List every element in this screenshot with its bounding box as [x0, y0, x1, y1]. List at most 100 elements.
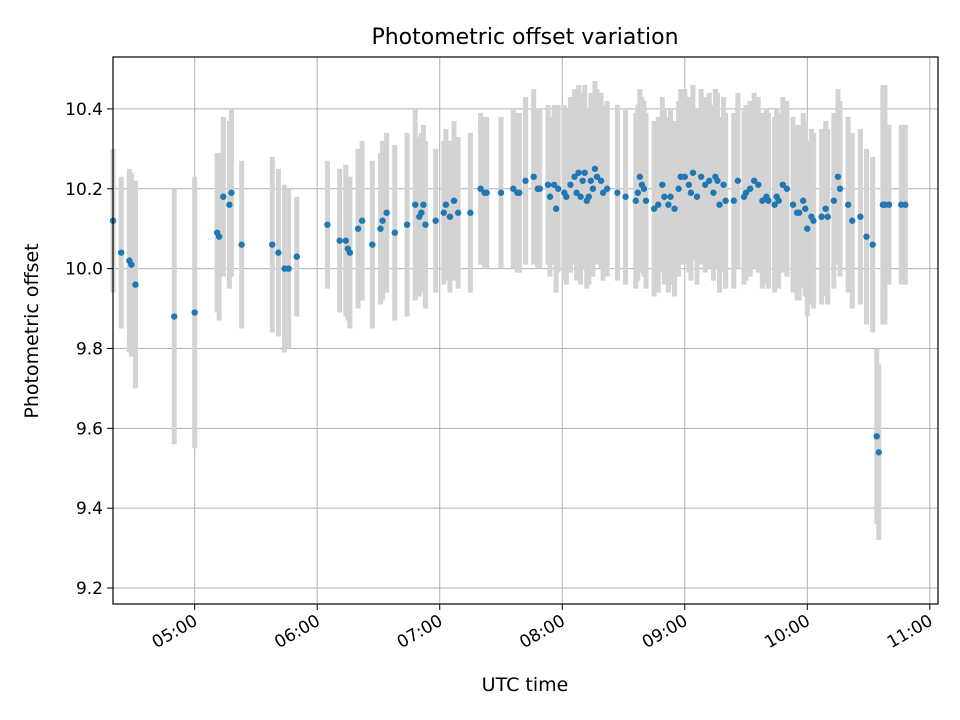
data-point: [567, 181, 574, 188]
data-point: [516, 189, 523, 196]
data-point: [552, 205, 560, 212]
data-point: [702, 181, 709, 188]
data-point: [759, 197, 766, 204]
data-point: [599, 189, 607, 196]
data-point: [834, 173, 842, 180]
data-point: [530, 173, 537, 180]
data-point: [689, 169, 697, 176]
data-point: [324, 221, 331, 228]
data-point: [636, 173, 644, 180]
data-point: [765, 197, 772, 204]
data-point: [632, 197, 639, 204]
data-point: [358, 217, 366, 224]
data-point: [830, 197, 838, 204]
data-point: [659, 181, 666, 188]
data-point: [824, 213, 831, 220]
data-point: [642, 197, 650, 204]
y-tick-label: 9.2: [76, 579, 103, 599]
data-point: [640, 185, 648, 192]
data-point: [450, 197, 458, 204]
data-point: [665, 201, 672, 208]
data-point: [857, 213, 864, 220]
data-point: [215, 233, 223, 240]
data-point: [661, 193, 668, 200]
data-point: [226, 201, 233, 208]
data-point: [800, 197, 807, 204]
y-axis-label: Photometric offset: [21, 243, 43, 418]
data-point: [550, 181, 558, 188]
data-point: [412, 201, 419, 208]
data-point: [403, 221, 411, 228]
data-point: [585, 193, 593, 200]
data-point: [710, 189, 717, 196]
data-point: [483, 189, 490, 196]
data-point: [571, 173, 578, 180]
y-tick-label: 10.4: [65, 100, 103, 120]
data-point: [730, 197, 737, 204]
data-point: [902, 201, 909, 208]
y-tick-label: 10.0: [65, 260, 103, 280]
data-point: [771, 201, 778, 208]
data-point: [875, 449, 882, 456]
data-point: [220, 193, 227, 200]
data-point: [722, 197, 729, 204]
data-point: [687, 189, 695, 196]
data-point: [614, 189, 621, 196]
data-point: [779, 181, 787, 188]
data-point: [354, 225, 362, 232]
data-point: [377, 225, 384, 232]
data-point: [420, 201, 427, 208]
data-point: [544, 181, 552, 188]
data-point: [634, 189, 642, 196]
data-point: [238, 241, 245, 248]
data-point: [477, 185, 484, 192]
data-point: [650, 205, 658, 212]
data-point: [171, 313, 178, 320]
y-tick-label: 10.2: [65, 180, 103, 200]
data-point: [675, 185, 682, 192]
y-tick-label: 9.4: [76, 499, 103, 519]
data-point: [667, 193, 674, 200]
data-point: [510, 185, 517, 192]
y-tick-label: 9.6: [76, 419, 103, 439]
data-point: [734, 177, 742, 184]
data-point: [844, 201, 852, 208]
chart-title: Photometric offset variation: [371, 25, 678, 50]
data-point: [577, 193, 584, 200]
data-point: [391, 229, 399, 236]
data-point: [191, 309, 198, 316]
data-point: [681, 173, 688, 180]
data-point: [554, 185, 562, 192]
data-point: [342, 237, 349, 244]
data-point: [432, 217, 439, 224]
data-point: [671, 205, 678, 212]
data-point: [603, 185, 611, 192]
data-point: [742, 189, 750, 196]
data-point: [379, 217, 386, 224]
data-point: [755, 181, 762, 188]
data-point: [783, 185, 791, 192]
data-point: [818, 213, 825, 220]
data-point: [751, 177, 758, 184]
data-point: [802, 205, 809, 212]
data-point: [593, 173, 601, 180]
data-point: [522, 177, 529, 184]
data-point: [789, 201, 797, 208]
data-point: [467, 209, 474, 216]
data-point: [685, 181, 693, 188]
data-point: [581, 169, 588, 176]
data-point: [579, 177, 586, 184]
data-point: [804, 225, 811, 232]
data-point: [591, 165, 599, 172]
data-point: [228, 189, 235, 196]
x-axis-label: UTC time: [482, 674, 569, 696]
data-point: [346, 249, 354, 256]
data-point: [536, 185, 543, 192]
data-point: [714, 177, 721, 184]
data-point: [587, 177, 595, 184]
data-point: [885, 201, 893, 208]
data-point: [293, 253, 300, 260]
data-point: [693, 193, 701, 200]
